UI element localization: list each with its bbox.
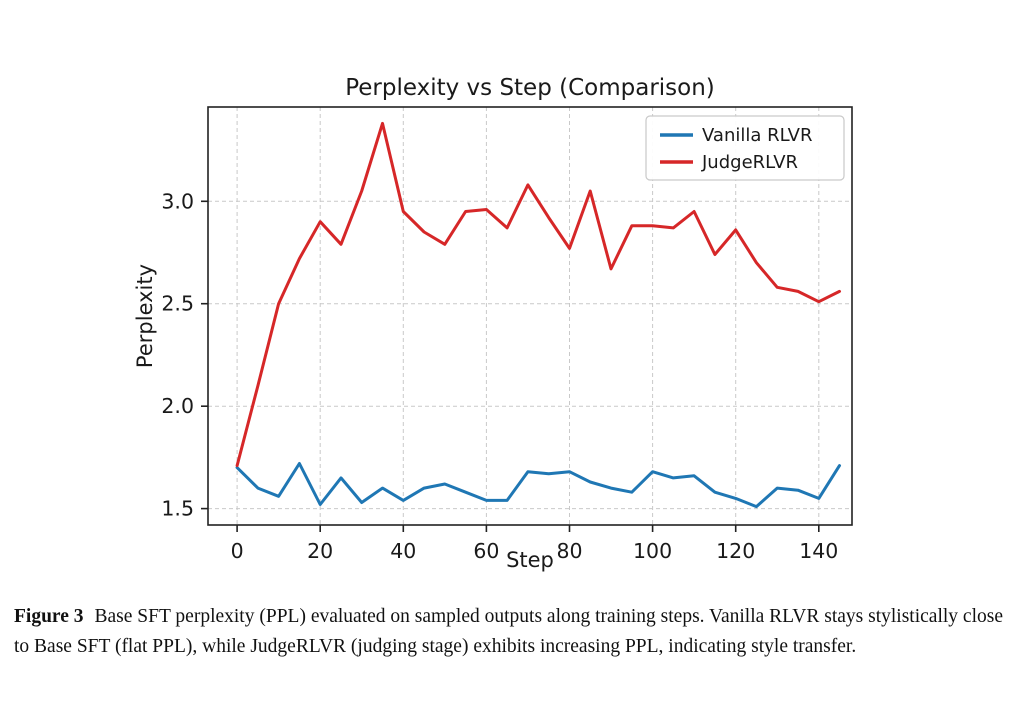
x-tick-label: 40 bbox=[390, 539, 416, 563]
x-axis-label: Step bbox=[506, 548, 554, 572]
x-tick-label: 80 bbox=[556, 539, 582, 563]
legend bbox=[645, 115, 845, 181]
figure-caption: Figure 3 Base SFT perplexity (PPL) evalua… bbox=[14, 602, 1014, 661]
x-tick-label: 60 bbox=[473, 539, 499, 563]
x-tick-label: 140 bbox=[799, 539, 838, 563]
y-axis-label: Perplexity bbox=[133, 264, 157, 368]
y-tick-label: 3.0 bbox=[161, 189, 194, 213]
series-line-vanilla-rlvr bbox=[235, 462, 841, 509]
y-tick-label: 2.5 bbox=[161, 292, 194, 316]
y-tick-label: 2.0 bbox=[161, 394, 194, 418]
legend-label-judgerlvr: JudgeRLVR bbox=[701, 152, 798, 173]
series-line-judgerlvr bbox=[235, 121, 841, 468]
y-tick-label: 1.5 bbox=[161, 497, 194, 521]
perplexity-vs-step-chart: 0 20 40 60 80 100 120 140 1.5 2.0 2.5 3.0 Perplexity… bbox=[133, 75, 853, 572]
figure-caption-text: Base SFT perplexity (PPL) evaluated on s… bbox=[14, 606, 1003, 657]
x-tick-label: 120 bbox=[716, 539, 755, 563]
figure-caption-label: Figure 3 bbox=[14, 606, 84, 627]
x-tick-label: 0 bbox=[231, 539, 244, 563]
legend-label-vanilla-rlvr: Vanilla RLVR bbox=[702, 125, 813, 146]
plot-frame bbox=[207, 106, 853, 526]
x-tick-label: 20 bbox=[307, 539, 333, 563]
chart-title: Perplexity vs Step (Comparison) bbox=[345, 75, 715, 101]
x-tick-label: 100 bbox=[633, 539, 672, 563]
